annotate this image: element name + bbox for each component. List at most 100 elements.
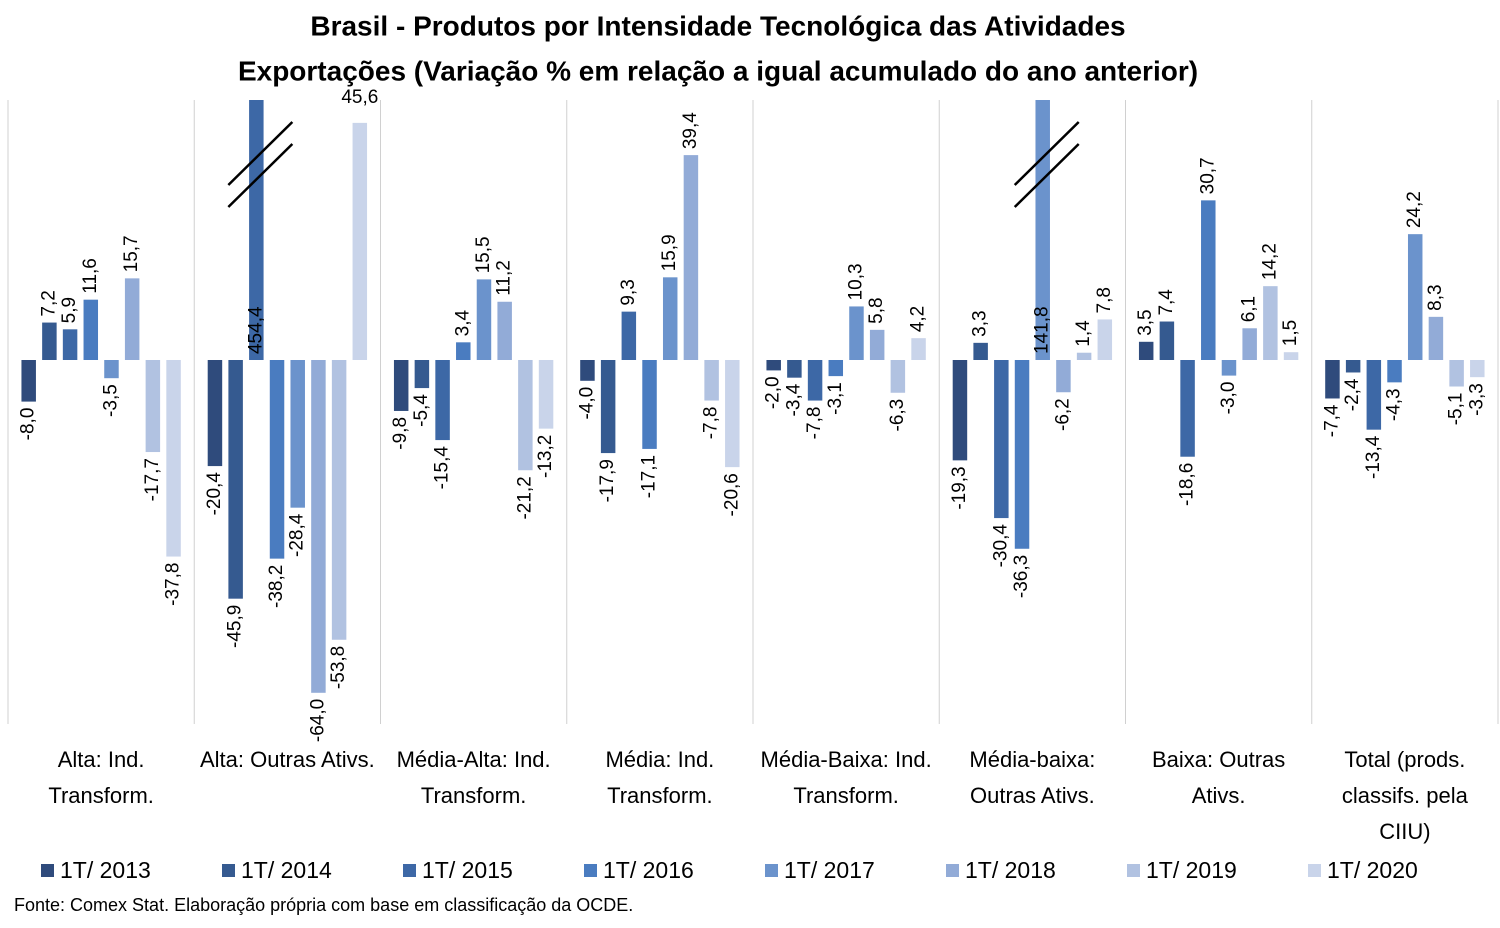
value-label: 5,8	[866, 297, 887, 323]
value-label: 5,9	[59, 297, 80, 323]
legend-swatch	[222, 864, 235, 877]
legend-swatch	[765, 864, 778, 877]
value-label: -17,9	[597, 459, 618, 502]
value-label: -3,0	[1218, 382, 1239, 415]
bar	[600, 360, 616, 454]
bar	[869, 329, 885, 360]
value-label: 15,9	[659, 234, 680, 271]
value-label: 24,2	[1404, 191, 1425, 228]
value-label: 45,6	[341, 87, 378, 108]
value-label: -13,4	[1363, 435, 1384, 479]
legend-swatch	[403, 864, 416, 877]
axis-break	[1013, 121, 1080, 186]
value-label: -28,4	[287, 513, 308, 557]
legend-swatch	[584, 864, 597, 877]
value-label: -3,1	[825, 382, 846, 415]
bar	[1387, 360, 1402, 383]
bar	[1242, 328, 1257, 360]
bar	[62, 329, 78, 360]
value-label: 3,3	[970, 310, 991, 336]
value-label: 15,7	[121, 235, 142, 272]
value-label: -17,1	[639, 455, 660, 498]
bar	[393, 360, 409, 411]
value-label: -15,4	[432, 446, 453, 490]
value-label: -20,6	[721, 473, 742, 516]
value-label: -38,2	[266, 565, 287, 608]
value-label: -5,1	[1446, 393, 1467, 426]
bar	[538, 360, 554, 429]
chart-title: Brasil - Produtos por Intensidade Tecnol…	[310, 10, 1125, 41]
value-label: -3,4	[783, 383, 804, 416]
bar	[435, 360, 450, 441]
bar	[787, 360, 802, 378]
chart-subtitle: Exportações (Variação % em relação a igu…	[238, 55, 1198, 86]
value-label: -2,0	[763, 376, 784, 409]
x-tick-label: Total (prods. classifs. pela CIIU)	[1341, 747, 1468, 844]
axis-break	[227, 143, 294, 208]
bar	[1035, 100, 1050, 360]
value-label: -8,0	[18, 408, 39, 441]
value-label: 7,2	[38, 290, 59, 316]
bar	[497, 301, 512, 360]
legend-label: 1T/ 2013	[60, 857, 151, 883]
bar	[828, 360, 844, 377]
x-tick-label: Baixa: Outras Ativs.	[1151, 747, 1286, 808]
bar	[1325, 360, 1340, 399]
x-tick-label: Média-Alta: Ind. Transform.	[396, 747, 551, 808]
bar	[21, 360, 36, 402]
bar	[1221, 360, 1237, 376]
bar	[1366, 360, 1382, 430]
bar	[124, 278, 140, 360]
value-label: 1,4	[1073, 320, 1094, 347]
bar	[1138, 341, 1154, 360]
value-label: 30,7	[1197, 157, 1218, 194]
bar	[166, 360, 181, 557]
legend-swatch	[946, 864, 959, 877]
legend-swatch	[1308, 864, 1321, 877]
bar	[1056, 360, 1071, 393]
x-tick-label: Média-baixa: Outras Ativs.	[969, 747, 1096, 808]
value-label: 39,4	[680, 112, 701, 149]
value-label: 7,4	[1156, 289, 1177, 316]
bar	[1014, 360, 1030, 549]
bar	[662, 277, 678, 360]
legend-label: 1T/ 2018	[965, 857, 1056, 883]
value-label: -20,4	[204, 472, 225, 516]
value-label: -3,3	[1466, 383, 1487, 416]
value-label: -18,6	[1177, 463, 1198, 506]
bar	[104, 360, 119, 379]
bar	[1345, 360, 1361, 373]
bar	[1407, 234, 1423, 360]
x-tick-label: Média-Baixa: Ind. Transform.	[760, 747, 932, 808]
value-label: -7,8	[701, 407, 722, 440]
bar	[476, 279, 492, 360]
bar	[269, 360, 285, 559]
value-label: -21,2	[514, 476, 535, 519]
source-note: Fonte: Comex Stat. Elaboração própria co…	[14, 895, 633, 915]
axis-break	[227, 121, 294, 186]
bar	[1076, 352, 1092, 360]
value-label: -17,7	[142, 458, 163, 501]
bar	[807, 360, 823, 401]
value-label: -13,2	[535, 435, 556, 478]
bar	[1470, 360, 1485, 378]
value-label: 7,8	[1094, 287, 1115, 313]
bar	[725, 360, 740, 468]
value-label: 10,3	[845, 263, 866, 300]
value-label: 9,3	[618, 279, 639, 305]
value-label: 11,6	[80, 258, 101, 294]
bar	[1097, 319, 1113, 360]
value-label: -19,3	[949, 466, 970, 509]
legend-label: 1T/ 2016	[603, 857, 694, 883]
bar	[1201, 200, 1216, 360]
value-label: -4,0	[576, 387, 597, 420]
bar	[145, 360, 161, 453]
value-label: -64,0	[307, 699, 328, 742]
value-label: 4,2	[908, 306, 929, 332]
value-label: -7,8	[804, 407, 825, 440]
bar	[1428, 316, 1444, 360]
bar	[456, 342, 471, 360]
value-label: -45,9	[225, 605, 246, 648]
value-label: -6,3	[887, 399, 908, 432]
